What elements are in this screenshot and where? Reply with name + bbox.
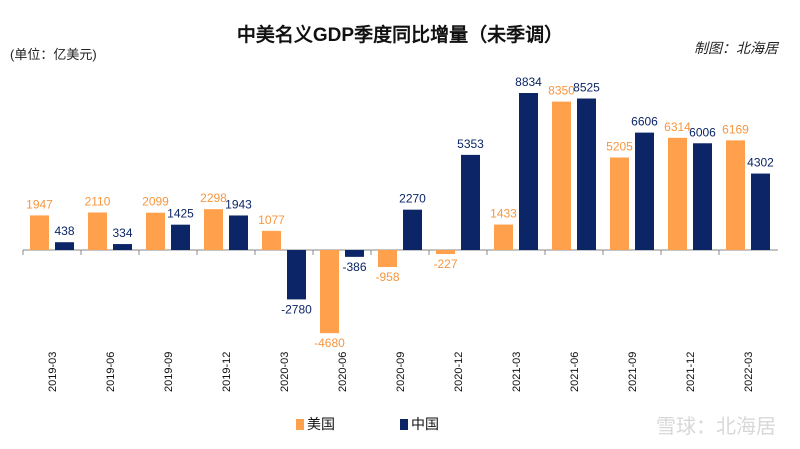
bar-china — [171, 224, 190, 250]
bar-us — [726, 140, 745, 250]
x-tick-label: 2021-06 — [569, 352, 581, 392]
bar-us — [88, 212, 107, 250]
x-tick-label: 2019-03 — [47, 352, 59, 392]
bar-us — [494, 224, 513, 250]
data-label-china: 6606 — [631, 115, 658, 129]
x-tick-label: 2021-03 — [511, 352, 523, 392]
legend-swatch-us — [296, 418, 304, 430]
data-label-china: 334 — [112, 226, 132, 240]
bar-us — [668, 137, 687, 250]
x-tick-label: 2019-09 — [163, 352, 175, 392]
data-label-us: 2110 — [85, 195, 111, 209]
legend-label-us: 美国 — [307, 416, 335, 432]
data-label-us: 2298 — [200, 191, 227, 205]
bar-china — [635, 132, 654, 250]
data-label-us: 2099 — [142, 195, 169, 209]
data-label-china: 1425 — [167, 207, 194, 221]
x-tick-label: 2019-06 — [105, 352, 117, 392]
x-tick-label: 2021-12 — [685, 352, 697, 392]
legend-item-us: 美国 — [296, 414, 335, 434]
data-label-us: 6314 — [664, 120, 691, 134]
data-label-us: 1947 — [26, 197, 53, 211]
bar-us — [378, 250, 397, 268]
x-tick-label: 2020-09 — [395, 352, 407, 392]
data-label-china: 8834 — [515, 75, 542, 89]
bar-china — [229, 215, 248, 250]
bar-us — [146, 212, 165, 250]
bar-china — [287, 250, 306, 300]
data-label-china: 1943 — [225, 197, 252, 211]
watermark: 雪球：北海居 — [656, 416, 776, 438]
data-label-china: 8525 — [573, 81, 600, 95]
data-label-us: 5205 — [606, 140, 633, 154]
bar-china — [751, 173, 770, 250]
bar-china — [113, 244, 132, 250]
x-tick-label: 2022-03 — [743, 352, 755, 392]
bar-china — [461, 154, 480, 250]
x-tick-label: 2021-09 — [627, 352, 639, 392]
bar-us — [320, 250, 339, 334]
x-tick-label: 2020-03 — [279, 352, 291, 392]
legend-item-china: 中国 — [400, 414, 439, 434]
data-label-china: -2780 — [281, 302, 312, 316]
bar-us — [436, 250, 455, 255]
x-tick-label: 2020-06 — [337, 352, 349, 392]
bar-china — [403, 209, 422, 250]
credit-label: 制图：北海居 — [694, 40, 778, 56]
x-tick-label: 2020-12 — [453, 352, 465, 392]
bar-china — [55, 242, 74, 250]
data-label-us: 1433 — [490, 207, 517, 221]
bar-us — [610, 157, 629, 250]
bar-china — [519, 93, 538, 250]
bar-china — [345, 250, 364, 257]
bar-china — [577, 98, 596, 251]
data-label-us: 6169 — [722, 122, 749, 136]
legend-swatch-china — [400, 418, 408, 430]
data-label-us: -4680 — [314, 336, 345, 350]
data-label-china: 4302 — [747, 156, 774, 170]
data-label-us: 8350 — [548, 84, 575, 98]
x-tick-label: 2019-12 — [221, 352, 233, 392]
bar-china — [693, 143, 712, 250]
bar-us — [262, 230, 281, 250]
data-label-china: -386 — [342, 260, 366, 274]
data-label-china: 438 — [54, 224, 74, 238]
data-label-us: -227 — [433, 257, 457, 271]
chart-title: 中美名义GDP季度同比增量（未季调） — [236, 25, 564, 46]
data-label-us: -958 — [375, 270, 399, 284]
bar-us — [552, 101, 571, 250]
bar-us — [30, 215, 49, 250]
data-label-china: 2270 — [399, 192, 426, 206]
legend-label-china: 中国 — [411, 416, 439, 432]
bar-us — [204, 209, 223, 250]
data-label-us: 1077 — [258, 213, 285, 227]
unit-label: (单位：亿美元) — [10, 47, 97, 62]
data-label-china: 6006 — [689, 125, 716, 139]
data-label-china: 5353 — [457, 137, 484, 151]
